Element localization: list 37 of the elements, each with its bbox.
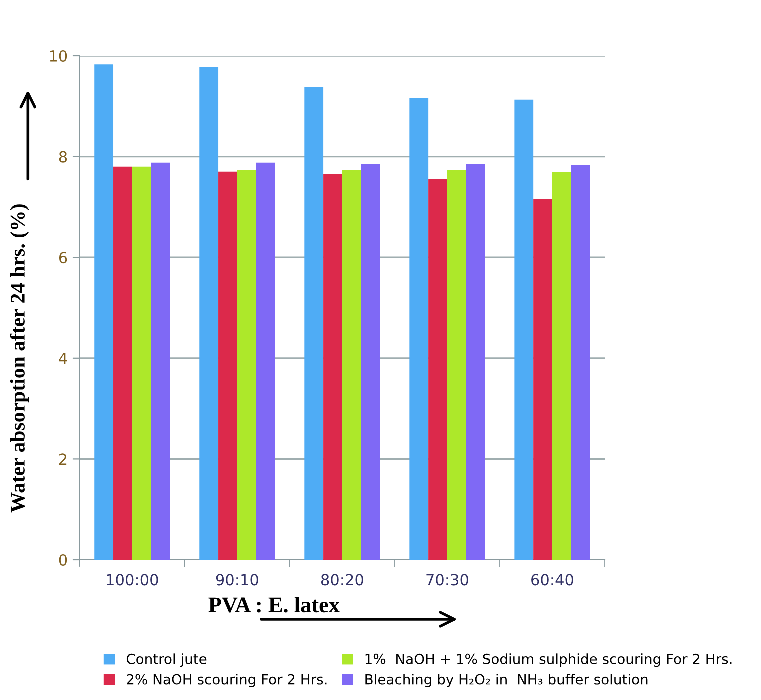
y-tick-label: 6 <box>59 252 68 264</box>
bar <box>410 98 429 560</box>
bar <box>552 172 572 560</box>
x-axis-title: PVA : E. latex <box>208 597 340 613</box>
bar <box>514 100 534 560</box>
legend-label: 2% NaOH scouring For 2 Hrs. <box>127 674 327 688</box>
y-tick-label: 8 <box>59 151 68 163</box>
bar <box>571 165 590 560</box>
bar <box>200 67 219 560</box>
x-tick-label: 80:20 <box>321 574 364 586</box>
y-tick-label: 10 <box>50 50 68 62</box>
x-tick-label: 60:40 <box>532 574 574 586</box>
bar <box>256 162 276 560</box>
bar <box>534 199 552 560</box>
bar <box>342 170 362 560</box>
legend-label: 1% NaOH + 1% Sodium sulphide scouring For 2 Hrs. <box>366 654 732 668</box>
y-tick-label: 2 <box>60 454 67 466</box>
y-axis-title: Water absorption after 24 hrs. (%) <box>10 204 30 513</box>
bar <box>324 174 342 560</box>
bar <box>132 166 152 560</box>
y-tick-label: 4 <box>59 353 68 364</box>
bar <box>428 179 448 560</box>
bar <box>361 164 380 560</box>
x-tick-label: 90:10 <box>216 574 258 586</box>
y-tick-label: 0 <box>59 554 68 566</box>
x-tick-label: 100:00 <box>107 574 158 586</box>
legend-label: Control jute <box>126 654 207 668</box>
bar <box>304 87 324 560</box>
bar <box>94 64 114 560</box>
bar <box>218 172 238 560</box>
bar <box>114 166 132 560</box>
bar <box>237 170 256 560</box>
x-tick-label: 70:30 <box>426 574 468 586</box>
bar <box>447 170 466 560</box>
legend-label: Bleaching by H₂O₂ in NH₃ buffer solution <box>366 674 648 688</box>
bar <box>151 162 170 560</box>
bar <box>466 164 486 560</box>
